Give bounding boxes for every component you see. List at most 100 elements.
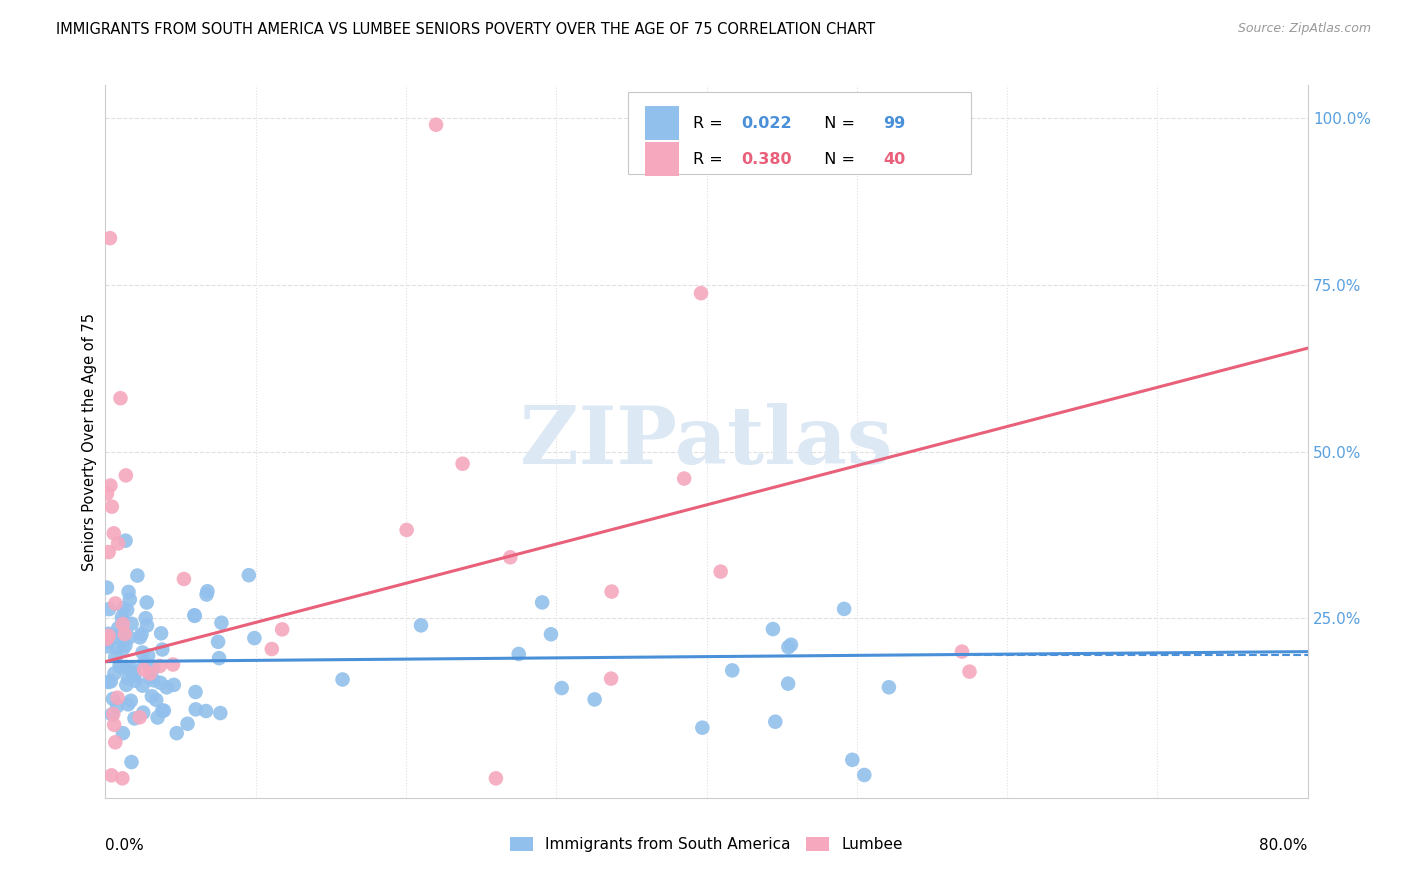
Point <box>103 718 125 732</box>
Point <box>97 627 120 641</box>
Point <box>243 631 266 645</box>
Point <box>778 676 800 690</box>
Point <box>96 632 118 646</box>
Point <box>149 659 172 673</box>
Point <box>115 603 138 617</box>
Text: R =: R = <box>693 116 728 130</box>
Point <box>124 673 146 688</box>
Point <box>208 651 231 665</box>
Point <box>425 118 447 132</box>
Bar <box>628 92 972 174</box>
Point <box>238 568 260 582</box>
Point <box>156 681 179 695</box>
Point <box>146 710 169 724</box>
Point <box>107 621 129 635</box>
Point <box>142 673 165 688</box>
Point <box>122 663 145 677</box>
Bar <box>645 142 679 177</box>
Point <box>111 660 134 674</box>
Point <box>121 616 143 631</box>
Point <box>162 657 184 672</box>
Point <box>950 645 973 659</box>
Point <box>112 601 135 615</box>
Point <box>111 726 134 740</box>
Point <box>96 486 118 500</box>
Point <box>107 690 129 705</box>
Text: 0.0%: 0.0% <box>105 838 145 853</box>
Point <box>104 735 127 749</box>
Text: 99: 99 <box>883 116 905 130</box>
Point <box>692 721 714 735</box>
Point <box>176 716 198 731</box>
Point <box>104 649 127 664</box>
Point <box>107 536 129 550</box>
Point <box>131 627 153 641</box>
Point <box>183 608 205 623</box>
Point <box>97 675 120 690</box>
Point <box>841 753 863 767</box>
Point <box>195 588 218 602</box>
Point <box>100 768 122 782</box>
Point <box>959 665 981 679</box>
Point <box>105 699 128 714</box>
Point <box>131 679 153 693</box>
Text: Source: ZipAtlas.com: Source: ZipAtlas.com <box>1237 22 1371 36</box>
Point <box>114 639 136 653</box>
Point <box>211 615 233 630</box>
Point <box>111 617 134 632</box>
Point <box>139 670 162 684</box>
Point <box>763 714 786 729</box>
Point <box>207 634 229 648</box>
Point <box>409 618 432 632</box>
Y-axis label: Seniors Poverty Over the Age of 75: Seniors Poverty Over the Age of 75 <box>82 312 97 571</box>
Point <box>531 595 554 609</box>
Point <box>111 772 134 786</box>
Point <box>103 707 125 722</box>
Point <box>129 631 152 645</box>
Point <box>142 661 165 675</box>
Point <box>98 231 121 245</box>
Point <box>690 286 713 301</box>
Point <box>141 690 163 704</box>
Point <box>111 614 134 628</box>
Point <box>673 471 696 485</box>
Bar <box>645 106 679 140</box>
Point <box>110 391 132 405</box>
Point <box>183 608 205 623</box>
Point <box>139 666 162 681</box>
Point <box>132 706 155 720</box>
Point <box>832 602 855 616</box>
Point <box>163 678 186 692</box>
Point <box>114 627 136 641</box>
Point <box>150 626 173 640</box>
Point <box>120 694 142 708</box>
Point <box>166 726 188 740</box>
Point <box>104 597 127 611</box>
Point <box>122 668 145 682</box>
Point <box>184 702 207 716</box>
Point <box>131 645 153 659</box>
Text: R =: R = <box>693 152 728 167</box>
Point <box>118 631 141 645</box>
Point <box>103 666 125 681</box>
Point <box>540 627 562 641</box>
Point <box>108 659 131 673</box>
Point <box>96 581 118 595</box>
Point <box>778 640 800 654</box>
Text: 0.380: 0.380 <box>741 152 792 167</box>
Point <box>121 755 143 769</box>
Point <box>135 611 157 625</box>
Point <box>122 665 145 680</box>
Point <box>853 768 876 782</box>
Point <box>101 707 124 722</box>
Point <box>762 622 785 636</box>
Point <box>197 584 219 599</box>
Point <box>107 640 129 655</box>
Text: IMMIGRANTS FROM SOUTH AMERICA VS LUMBEE SENIORS POVERTY OVER THE AGE OF 75 CORRE: IMMIGRANTS FROM SOUTH AMERICA VS LUMBEE … <box>56 22 876 37</box>
Point <box>117 698 139 712</box>
Point <box>111 641 134 656</box>
Point <box>101 500 124 514</box>
Point <box>134 655 156 669</box>
Text: 80.0%: 80.0% <box>1260 838 1308 853</box>
Point <box>117 672 139 686</box>
